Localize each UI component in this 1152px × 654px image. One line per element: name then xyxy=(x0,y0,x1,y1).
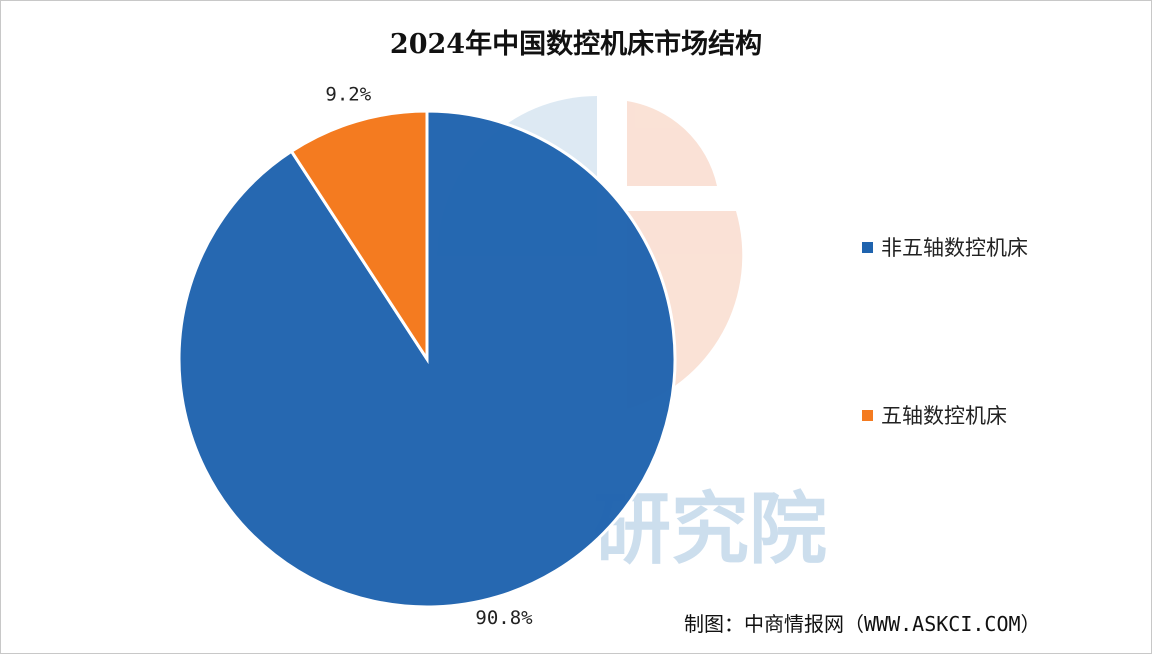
pie-slice-2 xyxy=(289,109,429,365)
legend-label-2: 五轴数控机床 xyxy=(881,404,1007,428)
legend-label-1: 非五轴数控机床 xyxy=(881,236,1028,260)
pie-slice-1 xyxy=(177,109,677,609)
data-label-2: 9.2% xyxy=(325,83,371,105)
chart-title: 2024年中国数控机床市场结构 xyxy=(390,28,762,60)
data-labels: 90.8% 9.2% xyxy=(325,83,533,628)
legend-swatch-1 xyxy=(862,242,873,253)
pie-slices xyxy=(177,109,677,609)
legend-swatch-2 xyxy=(862,410,873,421)
watermark-logo-orange-part xyxy=(627,101,717,186)
source-note: 制图：中商情报网（WWW.ASKCI.COM） xyxy=(684,612,1041,636)
data-label-1: 90.8% xyxy=(475,607,533,629)
